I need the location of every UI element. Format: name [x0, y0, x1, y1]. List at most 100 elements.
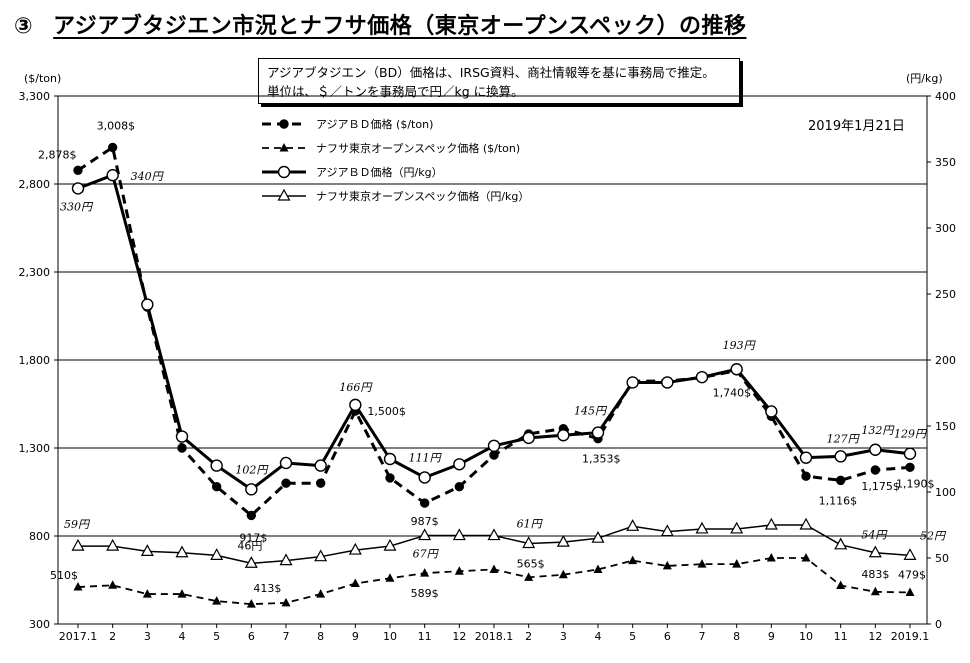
right-axis-unit-label: (円/kg) — [906, 72, 943, 85]
series-2-point — [281, 597, 291, 607]
legend-marker-3 — [277, 165, 291, 179]
data-label: 59円 — [64, 518, 91, 531]
series-3-point — [903, 447, 917, 460]
series-3-point — [279, 456, 293, 470]
series-2-point — [385, 573, 395, 582]
legend-marker-2 — [279, 143, 289, 152]
series-2-point — [489, 564, 499, 573]
series-2-point — [905, 587, 915, 596]
series-3-point — [695, 370, 709, 384]
note-line-1: アジアブタジエン（BD）価格は、IRSG資料、商社情報等を基に事務局で推定。 — [267, 65, 715, 80]
series-4-point — [210, 548, 224, 560]
series-4-point — [383, 538, 397, 551]
series-2-point — [73, 582, 83, 591]
series-3-point — [175, 430, 189, 443]
legend-marker-4 — [277, 188, 291, 201]
data-label: 132円 — [861, 424, 895, 437]
legend-marker-1 — [279, 119, 289, 129]
series-2-point — [350, 578, 360, 588]
data-label: 46円 — [237, 539, 262, 552]
data-label: 102円 — [235, 463, 269, 476]
data-label: 129円 — [894, 428, 928, 441]
series-3-point — [626, 376, 639, 389]
data-label: 589$ — [411, 587, 439, 600]
series-2-point — [177, 589, 187, 598]
left-axis-tick-label: 2,800 — [19, 178, 51, 191]
series-1-point — [419, 498, 430, 508]
date-label: 2019年1月21日 — [808, 119, 905, 134]
series-4-point — [71, 538, 85, 551]
series-4-point — [626, 519, 640, 531]
series-3-point — [487, 439, 501, 452]
series-1-point — [454, 482, 465, 492]
series-4-point — [903, 548, 917, 560]
series-3-point — [314, 459, 327, 472]
series-3-point — [71, 182, 85, 195]
series-2-point — [558, 569, 568, 579]
series-4-point — [799, 517, 813, 530]
x-axis-tick-label: 11 — [834, 630, 848, 643]
series-4-point — [418, 528, 432, 541]
right-axis-tick-label: 350 — [935, 156, 956, 169]
series-1-point — [281, 478, 291, 488]
series-3-point — [522, 431, 535, 445]
series-2-point — [524, 572, 534, 581]
x-axis-tick-label: 8 — [317, 630, 324, 643]
x-axis-tick-label: 11 — [418, 630, 432, 643]
series-4-point — [279, 553, 293, 566]
series-3-point — [661, 376, 674, 389]
data-label: 3,008$ — [97, 119, 135, 132]
title-number: ③ — [14, 14, 34, 39]
right-axis-tick-label: 250 — [935, 288, 956, 301]
series-3-point — [869, 443, 882, 456]
right-axis-tick-label: 150 — [935, 420, 956, 433]
data-label: 166円 — [339, 381, 373, 394]
series-3-point — [730, 363, 743, 376]
data-label: 479$ — [898, 568, 926, 581]
series-1-point — [246, 510, 257, 521]
left-axis-tick-label: 1,800 — [19, 354, 51, 367]
x-axis-tick-label: 6 — [248, 630, 255, 643]
legend-entry-3: アジアＢＤ価格（円/kg） — [316, 165, 443, 179]
data-label: 1,740$ — [713, 387, 752, 400]
series-2-point — [316, 589, 326, 598]
series-3-point — [799, 451, 813, 464]
data-label: 917$ — [239, 531, 267, 544]
series-3-point — [765, 405, 778, 418]
left-axis-tick-label: 2,300 — [19, 266, 51, 279]
right-axis-tick-label: 50 — [935, 552, 949, 565]
chart-title: ③ アジアブタジエン市況とナフサ価格（東京オープンスペック）の推移 — [14, 8, 746, 40]
x-axis-tick-label: 4 — [595, 630, 602, 643]
x-axis-tick-label: 9 — [352, 630, 359, 643]
data-label: 1,190$ — [896, 477, 935, 490]
data-label: 1,500$ — [367, 405, 406, 418]
data-label: 987$ — [411, 515, 439, 528]
data-label: 127円 — [827, 432, 861, 445]
data-label: 145円 — [574, 405, 608, 418]
series-4-point — [834, 537, 848, 550]
data-label: 67円 — [413, 548, 440, 561]
data-label: 565$ — [517, 557, 545, 570]
series-2-point — [212, 596, 222, 605]
series-2-point — [142, 589, 152, 598]
series-3-point — [210, 459, 223, 472]
series-2-point — [454, 566, 464, 575]
x-axis-tick-label: 7 — [699, 630, 706, 643]
left-axis-tick-label: 300 — [29, 618, 50, 631]
series-2-point — [420, 568, 430, 577]
series-1-point — [315, 478, 326, 488]
series-1-point — [835, 475, 846, 486]
right-axis-tick-label: 200 — [935, 354, 956, 367]
series-3-point — [557, 429, 570, 442]
series-1-point — [905, 462, 915, 473]
legend-entry-4: ナフサ東京オープンスペック価格（円/kg） — [316, 189, 529, 203]
right-axis-tick-label: 400 — [935, 90, 956, 103]
series-4-point — [175, 545, 189, 558]
x-axis-tick-label: 4 — [179, 630, 186, 643]
x-axis-tick-label: 5 — [629, 630, 636, 643]
series-4-point — [106, 538, 120, 551]
series-3-point — [245, 483, 258, 496]
data-label: 1,175$ — [861, 480, 900, 493]
x-axis-tick-label: 2019.1 — [891, 630, 930, 643]
